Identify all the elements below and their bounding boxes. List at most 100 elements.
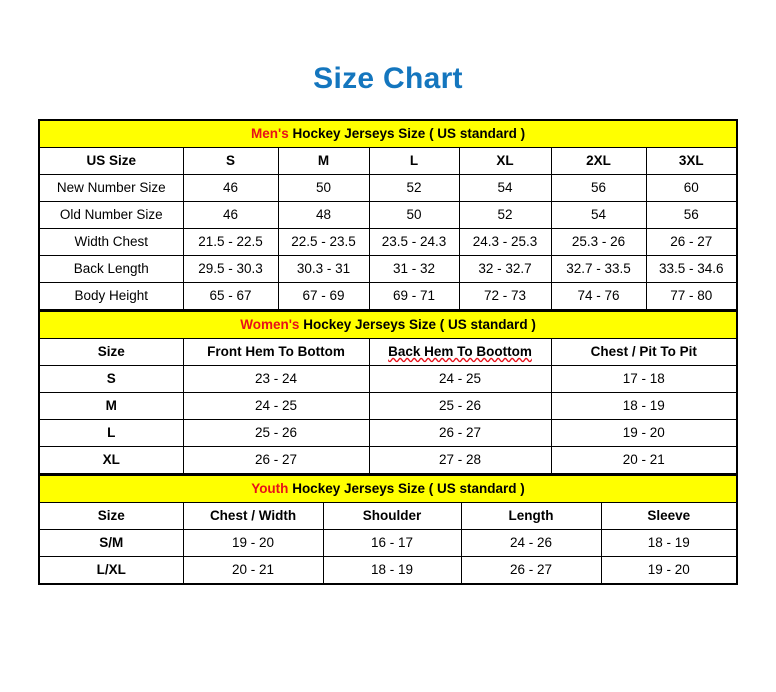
youth-data-cell: 19 - 20 xyxy=(182,529,324,557)
womens-data-cell: 24 - 25 xyxy=(182,392,370,420)
womens-section-band: Women's Hockey Jerseys Size ( US standar… xyxy=(38,311,738,339)
mens-section-band: Men's Hockey Jerseys Size ( US standard … xyxy=(38,119,738,148)
mens-data-cell: 32 - 32.7 xyxy=(458,255,552,283)
table-row: XL 26 - 27 27 - 28 20 - 21 xyxy=(38,446,738,475)
mens-row-label: Width Chest xyxy=(38,228,184,256)
mens-data-cell: 67 - 69 xyxy=(277,282,370,311)
table-row: L 25 - 26 26 - 27 19 - 20 xyxy=(38,419,738,447)
youth-size-label: L/XL xyxy=(38,556,184,585)
youth-header-cell: Sleeve xyxy=(600,502,738,530)
mens-header-cell: US Size xyxy=(38,147,184,175)
table-row: S/M 19 - 20 16 - 17 24 - 26 18 - 19 xyxy=(38,529,738,557)
womens-data-cell: 24 - 25 xyxy=(368,365,552,393)
mens-data-cell: 22.5 - 23.5 xyxy=(277,228,370,256)
womens-data-cell: 25 - 26 xyxy=(182,419,370,447)
womens-header-cell: Chest / Pit To Pit xyxy=(550,338,738,366)
womens-data-cell: 26 - 27 xyxy=(368,419,552,447)
table-row: Back Length 29.5 - 30.3 30.3 - 31 31 - 3… xyxy=(38,255,738,283)
womens-data-cell: 19 - 20 xyxy=(550,419,738,447)
mens-data-cell: 50 xyxy=(368,201,460,229)
youth-section-band-row: Youth Hockey Jerseys Size ( US standard … xyxy=(38,475,738,503)
mens-header-cell: XL xyxy=(458,147,552,175)
youth-size-table: Youth Hockey Jerseys Size ( US standard … xyxy=(38,475,738,585)
mens-data-cell: 56 xyxy=(550,174,647,202)
mens-header-cell: M xyxy=(277,147,370,175)
womens-data-cell: 17 - 18 xyxy=(550,365,738,393)
page-title: Size Chart xyxy=(313,62,463,95)
youth-data-cell: 18 - 19 xyxy=(322,556,462,585)
womens-data-cell: 18 - 19 xyxy=(550,392,738,420)
youth-data-cell: 24 - 26 xyxy=(460,529,602,557)
youth-data-cell: 19 - 20 xyxy=(600,556,738,585)
womens-data-cell: 27 - 28 xyxy=(368,446,552,475)
mens-data-cell: 52 xyxy=(368,174,460,202)
youth-data-cell: 16 - 17 xyxy=(322,529,462,557)
womens-header-misspelled-text: Back Hem To Boottom xyxy=(388,343,532,359)
mens-header-cell: 2XL xyxy=(550,147,647,175)
womens-data-cell: 20 - 21 xyxy=(550,446,738,475)
womens-size-label: S xyxy=(38,365,184,393)
youth-size-label: S/M xyxy=(38,529,184,557)
mens-header-cell: L xyxy=(368,147,460,175)
youth-section-band: Youth Hockey Jerseys Size ( US standard … xyxy=(38,475,738,503)
table-row: New Number Size 46 50 52 54 56 60 xyxy=(38,174,738,202)
womens-data-cell: 23 - 24 xyxy=(182,365,370,393)
womens-data-cell: 25 - 26 xyxy=(368,392,552,420)
mens-data-cell: 50 xyxy=(277,174,370,202)
womens-size-label: M xyxy=(38,392,184,420)
womens-header-cell: Front Hem To Bottom xyxy=(182,338,370,366)
mens-data-cell: 33.5 - 34.6 xyxy=(645,255,738,283)
table-row: Old Number Size 46 48 50 52 54 56 xyxy=(38,201,738,229)
table-row: S 23 - 24 24 - 25 17 - 18 xyxy=(38,365,738,393)
womens-size-label: L xyxy=(38,419,184,447)
youth-header-cell: Length xyxy=(460,502,602,530)
mens-band-accent: Men's xyxy=(251,125,289,141)
youth-header-cell: Chest / Width xyxy=(182,502,324,530)
mens-data-cell: 52 xyxy=(458,201,552,229)
youth-band-accent: Youth xyxy=(251,480,289,496)
mens-data-cell: 56 xyxy=(645,201,738,229)
mens-data-cell: 31 - 32 xyxy=(368,255,460,283)
womens-size-label: XL xyxy=(38,446,184,475)
womens-header-row: Size Front Hem To Bottom Back Hem To Boo… xyxy=(38,338,738,366)
mens-size-table: Men's Hockey Jerseys Size ( US standard … xyxy=(38,119,739,311)
mens-data-cell: 23.5 - 24.3 xyxy=(368,228,460,256)
table-row: Body Height 65 - 67 67 - 69 69 - 71 72 -… xyxy=(38,282,738,311)
youth-band-rest: Hockey Jerseys Size ( US standard ) xyxy=(288,480,525,496)
youth-header-cell: Shoulder xyxy=(322,502,462,530)
womens-header-cell: Back Hem To Boottom xyxy=(368,338,552,366)
mens-section-band-row: Men's Hockey Jerseys Size ( US standard … xyxy=(38,119,738,148)
mens-data-cell: 46 xyxy=(182,201,279,229)
womens-band-rest: Hockey Jerseys Size ( US standard ) xyxy=(299,316,536,332)
youth-header-row: Size Chest / Width Shoulder Length Sleev… xyxy=(38,502,738,530)
table-row: M 24 - 25 25 - 26 18 - 19 xyxy=(38,392,738,420)
mens-data-cell: 24.3 - 25.3 xyxy=(458,228,552,256)
youth-header-cell: Size xyxy=(38,502,184,530)
womens-section-band-row: Women's Hockey Jerseys Size ( US standar… xyxy=(38,311,738,339)
mens-data-cell: 69 - 71 xyxy=(368,282,460,311)
mens-header-row: US Size S M L XL 2XL 3XL xyxy=(38,147,738,175)
mens-data-cell: 54 xyxy=(550,201,647,229)
mens-data-cell: 25.3 - 26 xyxy=(550,228,647,256)
womens-header-cell: Size xyxy=(38,338,184,366)
mens-data-cell: 54 xyxy=(458,174,552,202)
mens-band-rest: Hockey Jerseys Size ( US standard ) xyxy=(288,125,526,141)
mens-data-cell: 26 - 27 xyxy=(645,228,738,256)
mens-data-cell: 48 xyxy=(277,201,370,229)
mens-data-cell: 46 xyxy=(182,174,279,202)
table-row: Width Chest 21.5 - 22.5 22.5 - 23.5 23.5… xyxy=(38,228,738,256)
womens-band-accent: Women's xyxy=(240,316,300,332)
mens-data-cell: 72 - 73 xyxy=(458,282,552,311)
mens-data-cell: 77 - 80 xyxy=(645,282,738,311)
mens-data-cell: 60 xyxy=(645,174,738,202)
size-chart-tables: Men's Hockey Jerseys Size ( US standard … xyxy=(38,119,739,585)
mens-data-cell: 29.5 - 30.3 xyxy=(182,255,279,283)
mens-row-label: New Number Size xyxy=(38,174,184,202)
mens-header-cell: S xyxy=(182,147,279,175)
mens-row-label: Body Height xyxy=(38,282,184,311)
youth-data-cell: 26 - 27 xyxy=(460,556,602,585)
mens-data-cell: 32.7 - 33.5 xyxy=(550,255,647,283)
youth-data-cell: 18 - 19 xyxy=(600,529,738,557)
youth-data-cell: 20 - 21 xyxy=(182,556,324,585)
